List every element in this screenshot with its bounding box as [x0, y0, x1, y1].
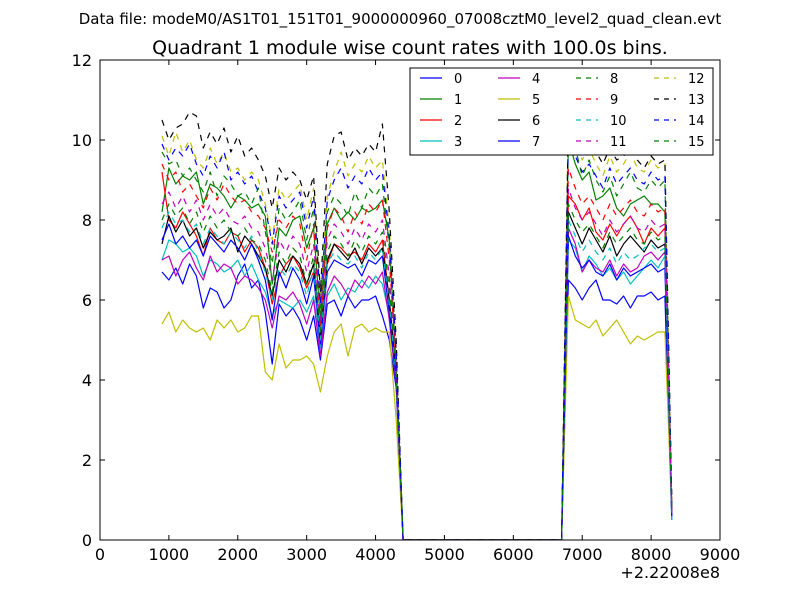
legend-label-11: 11	[610, 135, 627, 150]
x-tick-label: 6000	[493, 545, 534, 564]
series-line-8	[161, 119, 673, 540]
legend-label-5: 5	[532, 93, 540, 108]
legend-label-3: 3	[454, 135, 462, 150]
series-line-13	[161, 111, 673, 540]
axis-ticks: 0 1000 2000 3000 4000 5000 6000 7000 8000 9000 0 2 4…	[72, 51, 741, 564]
legend-label-7: 7	[532, 135, 540, 150]
series-line-3	[161, 239, 673, 540]
series-line-5	[161, 295, 673, 540]
x-tick-label: 2000	[217, 545, 258, 564]
y-tick-label: 2	[82, 451, 92, 470]
series-line-15	[161, 203, 673, 540]
legend-label-14: 14	[688, 114, 705, 129]
series-line-2	[161, 171, 673, 540]
y-tick-label: 0	[82, 531, 92, 550]
legend-label-4: 4	[532, 72, 540, 87]
x-tick-label: 8000	[631, 545, 672, 564]
series-layer	[161, 107, 673, 540]
x-tick-label: 0	[95, 545, 105, 564]
y-tick-label: 6	[82, 291, 92, 310]
x-tick-label: 9000	[700, 545, 741, 564]
x-tick-label: 4000	[355, 545, 396, 564]
x-tick-label: 1000	[149, 545, 190, 564]
legend-label-13: 13	[688, 93, 705, 108]
legend-box	[409, 67, 714, 156]
series-line-1	[161, 139, 673, 540]
chart-suptitle: Data file: modeM0/AS1T01_151T01_90000009…	[79, 10, 722, 29]
x-tick-label: 7000	[562, 545, 603, 564]
series-line-12	[161, 107, 673, 540]
legend-label-6: 6	[532, 114, 540, 129]
legend-label-0: 0	[454, 72, 462, 87]
legend-label-9: 9	[610, 93, 618, 108]
series-line-14	[161, 131, 673, 540]
legend-label-10: 10	[610, 114, 627, 129]
x-axis-offset-label: +2.22008e8	[620, 563, 720, 582]
legend-label-15: 15	[688, 135, 705, 150]
series-line-9	[161, 163, 673, 540]
series-line-7	[161, 223, 673, 540]
legend-label-1: 1	[454, 93, 462, 108]
y-tick-label: 12	[72, 51, 92, 70]
y-tick-label: 4	[82, 371, 92, 390]
y-tick-label: 10	[72, 131, 92, 150]
series-line-0	[161, 263, 673, 540]
series-line-4	[161, 227, 673, 540]
series-line-11	[161, 187, 673, 540]
series-line-6	[161, 211, 673, 540]
legend-label-2: 2	[454, 114, 462, 129]
chart-title: Quadrant 1 module wise count rates with …	[152, 37, 668, 59]
y-tick-label: 8	[82, 211, 92, 230]
legend-label-12: 12	[688, 72, 705, 87]
x-tick-label: 3000	[286, 545, 327, 564]
legend-label-8: 8	[610, 72, 618, 87]
x-tick-label: 5000	[424, 545, 465, 564]
